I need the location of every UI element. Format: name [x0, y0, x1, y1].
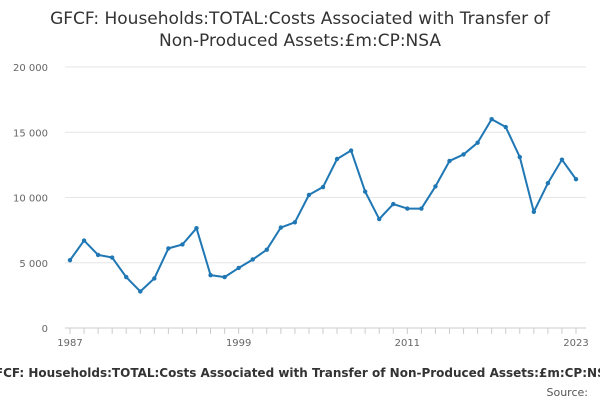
data-point [81, 238, 87, 243]
data-point [306, 192, 312, 198]
y-tick-label: 20 000 [13, 63, 48, 74]
data-point [419, 206, 424, 211]
data-point [292, 220, 298, 225]
data-point [447, 158, 452, 164]
data-point [124, 274, 129, 280]
series-line [69, 118, 577, 293]
x-tick-label: 2023 [563, 338, 588, 349]
x-tick-label: 1987 [57, 338, 82, 349]
data-point [362, 189, 368, 194]
chart-title: GFCF: Households:TOTAL:Costs Associated … [50, 9, 551, 51]
y-tick-label: 0 [42, 324, 48, 335]
data-point [278, 225, 284, 230]
chart-title-line-2: Non-Produced Assets:£m:CP:NSA [159, 31, 441, 51]
data-point [573, 177, 579, 182]
data-point [489, 117, 494, 122]
data-point [138, 289, 143, 294]
data-point [166, 246, 171, 251]
data-point [559, 157, 565, 162]
data-point [208, 272, 213, 278]
data-point [222, 274, 227, 280]
gridlines [65, 66, 586, 329]
data-point [503, 124, 508, 130]
y-tick-label: 15 000 [13, 128, 48, 139]
data-point [320, 184, 326, 190]
data-point [180, 242, 185, 247]
data-point [67, 257, 73, 263]
data-point [531, 209, 537, 215]
data-point [545, 180, 551, 186]
legend-label: GFCF: Households:TOTAL:Costs Associated … [0, 366, 600, 380]
y-tick-label: 5 000 [19, 259, 48, 270]
data-point [334, 156, 340, 162]
data-point [348, 148, 354, 153]
data-point [517, 154, 522, 160]
series [67, 117, 579, 294]
data-point [236, 265, 241, 271]
data-point [95, 252, 101, 258]
data-point [152, 276, 157, 281]
y-axis-tick-labels: 0 5 000 10 000 15 000 20 000 [13, 63, 48, 335]
data-point [109, 255, 115, 260]
y-tick-label: 10 000 [13, 194, 48, 205]
x-tick-label: 1999 [226, 338, 251, 349]
data-point [433, 184, 438, 189]
data-point [461, 152, 466, 157]
data-point [377, 216, 382, 222]
chart-title-line-1: GFCF: Households:TOTAL:Costs Associated … [50, 9, 551, 29]
data-point [391, 201, 396, 207]
data-point [405, 206, 410, 211]
x-axis: 1987 1999 2011 2023 [57, 328, 589, 349]
data-point [250, 257, 255, 262]
data-point [194, 225, 199, 231]
x-tick-label: 2011 [395, 338, 420, 349]
data-point [475, 140, 480, 145]
source-label: Source: [547, 386, 589, 399]
data-point [264, 247, 269, 252]
